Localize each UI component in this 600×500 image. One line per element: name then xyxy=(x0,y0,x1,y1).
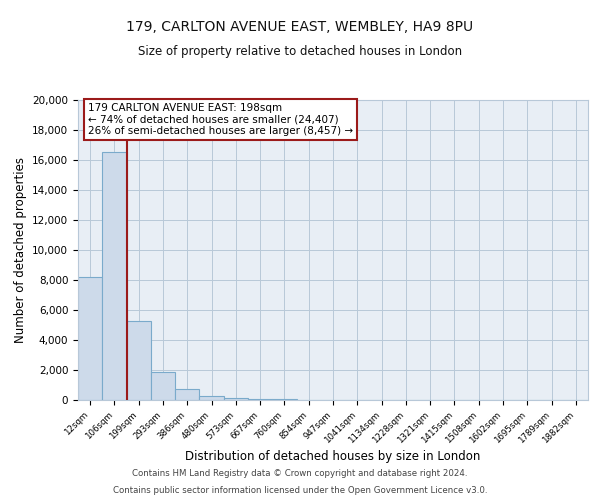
Text: Size of property relative to detached houses in London: Size of property relative to detached ho… xyxy=(138,45,462,58)
Bar xyxy=(272,398,296,400)
Bar xyxy=(78,277,102,400)
Text: 179 CARLTON AVENUE EAST: 198sqm
← 74% of detached houses are smaller (24,407)
26: 179 CARLTON AVENUE EAST: 198sqm ← 74% of… xyxy=(88,103,353,136)
Bar xyxy=(199,396,224,400)
Bar xyxy=(102,152,127,400)
Text: 179, CARLTON AVENUE EAST, WEMBLEY, HA9 8PU: 179, CARLTON AVENUE EAST, WEMBLEY, HA9 8… xyxy=(127,20,473,34)
X-axis label: Distribution of detached houses by size in London: Distribution of detached houses by size … xyxy=(185,450,481,463)
Bar xyxy=(248,398,272,400)
Bar xyxy=(127,320,151,400)
Text: Contains public sector information licensed under the Open Government Licence v3: Contains public sector information licen… xyxy=(113,486,487,495)
Y-axis label: Number of detached properties: Number of detached properties xyxy=(14,157,26,343)
Bar xyxy=(151,372,175,400)
Bar xyxy=(175,389,199,400)
Bar xyxy=(224,398,248,400)
Text: Contains HM Land Registry data © Crown copyright and database right 2024.: Contains HM Land Registry data © Crown c… xyxy=(132,468,468,477)
